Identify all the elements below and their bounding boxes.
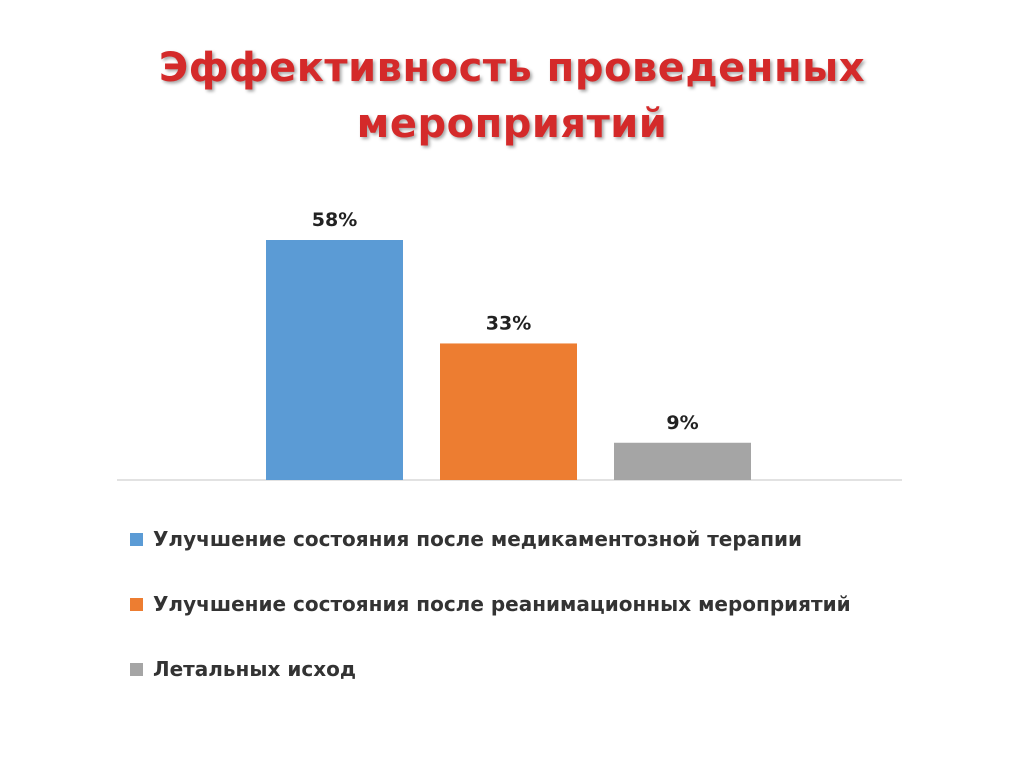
legend: Улучшение состояния после медикаментозно…: [130, 520, 851, 715]
legend-item-medication: Улучшение состояния после медикаментозно…: [130, 520, 851, 558]
bar-resuscitation: [440, 343, 577, 480]
legend-swatch-medication: [130, 532, 143, 546]
data-label-medication: 58%: [312, 209, 357, 231]
legend-item-resuscitation: Улучшение состояния после реанимационных…: [130, 585, 851, 623]
chart-title: Эффективность проведенных мероприятий: [0, 40, 1024, 152]
data-label-resuscitation: 33%: [486, 312, 531, 334]
legend-label-medication: Улучшение состояния после медикаментозно…: [153, 527, 803, 551]
bar-lethal: [614, 442, 751, 480]
chart-title-line-1: Эффективность проведенных: [158, 45, 866, 91]
legend-swatch-lethal: [130, 662, 143, 676]
chart-title-line-2: мероприятий: [356, 101, 668, 147]
legend-item-lethal: Летальных исход: [130, 650, 851, 688]
legend-swatch-resuscitation: [130, 597, 143, 611]
legend-label-resuscitation: Улучшение состояния после реанимационных…: [153, 592, 851, 616]
bar-medication: [266, 240, 403, 480]
legend-label-lethal: Летальных исход: [153, 657, 356, 681]
data-label-lethal: 9%: [666, 412, 698, 434]
